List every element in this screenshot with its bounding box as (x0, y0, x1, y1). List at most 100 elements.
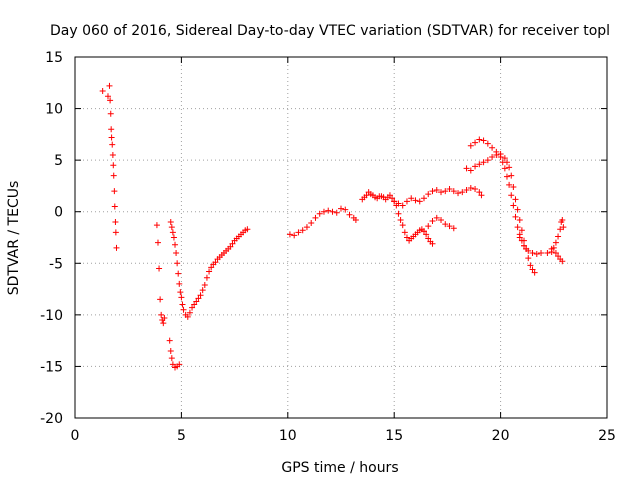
data-point (244, 226, 251, 233)
data-point (512, 213, 519, 220)
data-point (533, 251, 540, 258)
data-point (189, 304, 196, 311)
data-point (168, 355, 175, 362)
data-point (480, 137, 487, 144)
data-point (429, 217, 436, 224)
data-point (186, 309, 193, 316)
data-point (312, 214, 319, 221)
data-point (508, 172, 515, 179)
data-point (450, 225, 457, 232)
data-point (113, 244, 120, 251)
data-point (399, 202, 406, 209)
data-point (529, 266, 536, 273)
data-point (518, 227, 525, 234)
data-point (156, 265, 163, 272)
data-point (433, 214, 440, 221)
x-tick-label: 15 (385, 428, 403, 444)
data-point (489, 144, 496, 151)
data-point (295, 229, 302, 236)
data-point (325, 207, 332, 214)
chart-title: Day 060 of 2016, Sidereal Day-to-day VTE… (50, 23, 610, 39)
data-point (459, 189, 466, 196)
data-point (560, 224, 567, 231)
data-point (107, 110, 114, 117)
data-point (442, 188, 449, 195)
data-point (203, 274, 210, 281)
data-point (506, 181, 513, 188)
data-point (193, 298, 200, 305)
y-tick-label: -15 (40, 359, 63, 375)
data-point (403, 198, 410, 205)
data-point (529, 249, 536, 256)
data-point (503, 173, 510, 180)
data-point (320, 208, 327, 215)
data-point (386, 192, 393, 199)
data-point (559, 258, 566, 265)
data-point (195, 295, 202, 302)
y-tick-label: -10 (40, 308, 63, 324)
data-point (472, 139, 479, 146)
data-point (412, 197, 419, 204)
data-point (557, 226, 564, 233)
y-tick-label: 0 (54, 205, 63, 221)
data-point (173, 249, 180, 256)
data-point (555, 253, 562, 260)
data-point (191, 301, 198, 308)
data-point (521, 237, 528, 244)
data-point (169, 229, 176, 236)
data-point (227, 243, 234, 250)
data-point (329, 208, 336, 215)
data-point (395, 210, 402, 217)
data-point (516, 234, 523, 241)
data-point (512, 196, 519, 203)
x-tick-label: 10 (279, 428, 297, 444)
y-tick-label: 5 (54, 153, 63, 169)
data-point (176, 361, 183, 368)
data-point (199, 287, 206, 294)
data-points (99, 82, 567, 371)
data-point (391, 198, 398, 205)
data-point (446, 186, 453, 193)
data-point (493, 151, 500, 158)
data-point (548, 245, 555, 252)
data-point (420, 228, 427, 235)
data-point (476, 189, 483, 196)
data-point (514, 224, 521, 231)
data-point (425, 191, 432, 198)
data-point (463, 187, 470, 194)
data-point (342, 206, 349, 213)
tick-layer: 0 5 10 15 20 25 -20 -15 -10 -5 0 5 10 15 (40, 50, 616, 444)
grid-layer (75, 57, 607, 418)
data-point (286, 231, 293, 238)
data-point (416, 198, 423, 205)
data-point (174, 260, 181, 267)
data-point (433, 187, 440, 194)
data-point (157, 296, 164, 303)
data-point (429, 188, 436, 195)
data-point (467, 167, 474, 174)
data-point (346, 211, 353, 218)
data-point (552, 249, 559, 256)
data-point (303, 224, 310, 231)
data-point (104, 93, 111, 100)
x-tick-label: 0 (71, 428, 80, 444)
data-point (389, 195, 396, 202)
data-point (308, 220, 315, 227)
data-point (176, 280, 183, 287)
data-point (208, 264, 215, 271)
data-point (472, 186, 479, 193)
y-tick-label: -20 (40, 411, 63, 427)
data-point (170, 234, 177, 241)
data-point (438, 189, 445, 196)
data-point (501, 165, 508, 172)
data-point (510, 183, 517, 190)
data-point (178, 294, 185, 301)
data-point (184, 313, 191, 320)
data-point (516, 216, 523, 223)
data-point (527, 262, 534, 269)
data-point (476, 136, 483, 143)
data-point (338, 205, 344, 212)
data-point (177, 289, 184, 296)
data-point (506, 164, 513, 171)
